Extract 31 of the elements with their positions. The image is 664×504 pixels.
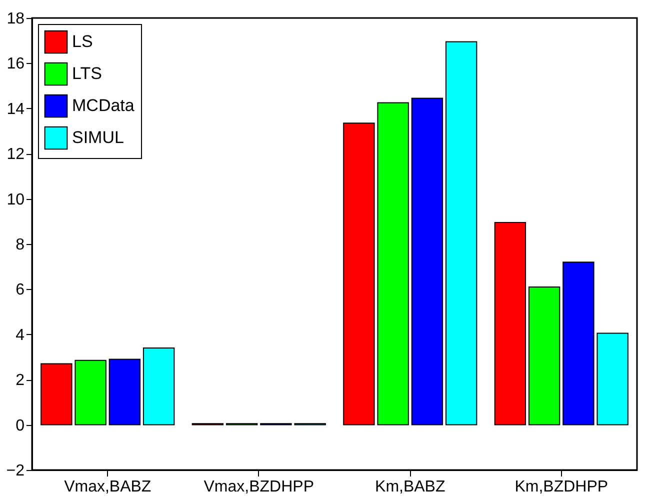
bar [596,332,628,426]
y-tick-label: 10 [6,191,25,208]
bar [411,98,444,426]
bar [377,102,409,426]
x-tick-label: Vmax,BZDHPP [204,478,314,496]
y-tick-label: 18 [6,10,25,28]
bar [562,262,594,426]
x-tick-label: Vmax,BABZ [64,478,152,496]
legend-label: LS [72,32,93,51]
x-tick-label: Km,BZDHPP [514,478,608,496]
y-tick-label: 16 [6,56,25,73]
y-tick-label: 12 [6,146,25,164]
bar [528,286,560,426]
bar [343,122,375,426]
legend-label: LTS [72,64,102,83]
legend-label: MCData [72,96,135,115]
y-tick-label: 4 [16,326,25,344]
y-tick-label: 14 [6,100,25,118]
bar [142,347,175,426]
bar [494,222,526,426]
bar [108,358,141,426]
bar [74,360,106,426]
bar [40,363,72,426]
legend-label: SIMUL [72,128,124,147]
y-tick-label: 0 [16,417,25,434]
bar [445,41,478,426]
y-tick-label: −2 [6,462,25,480]
y-tick-label: 8 [16,236,25,254]
y-tick-label: 6 [16,282,25,299]
x-tick-label: Km,BABZ [375,478,446,496]
y-tick-label: 2 [16,372,25,390]
